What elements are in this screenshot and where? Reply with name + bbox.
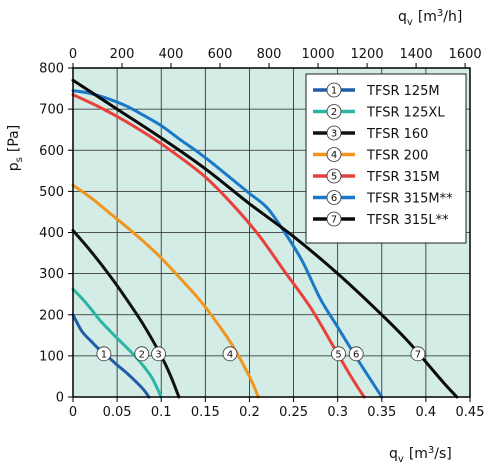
x-tick-label: 0.3	[327, 405, 348, 420]
x-axis-label: qv [m3/s]	[389, 445, 452, 465]
top-axis-label-unit: [m	[418, 9, 437, 25]
x-axis-label-unit-end: /s]	[434, 446, 451, 462]
curve-marker-label: 5	[335, 349, 341, 360]
y-axis-label-symbol: p	[6, 162, 22, 171]
curve-marker-label: 7	[415, 349, 421, 360]
top-axis-label-sub: v	[407, 17, 413, 28]
x-tick-label: 0.35	[367, 405, 396, 420]
y-axis-ticks: 0 100 200 300 400 500 600 700 800	[39, 62, 73, 406]
legend-marker-1	[326, 82, 342, 98]
legend-marker-label: 1	[331, 86, 337, 97]
legend-marker-label: 6	[331, 193, 337, 204]
x-tick-label: 0.45	[456, 405, 485, 420]
legend-marker-label: 7	[331, 215, 337, 226]
y-tick-label: 500	[39, 185, 64, 200]
top-axis-label-symbol: q	[398, 9, 407, 25]
legend-entry-label: TFSR 315M**	[366, 192, 453, 207]
top-tick-label: 1400	[400, 47, 433, 62]
x-axis-label-symbol: q	[389, 446, 398, 462]
curve-marker-7	[410, 346, 426, 362]
legend-entry-label: TFSR 125M	[366, 84, 440, 99]
curve-marker-label: 3	[155, 349, 161, 360]
legend-marker-label: 3	[331, 129, 337, 140]
legend-marker-3	[326, 125, 342, 141]
top-axis-ticks: 0 200 400 600 800 1000 1200 1400 1600	[69, 47, 482, 68]
x-tick-label: 0.2	[239, 405, 260, 420]
x-tick-label: 0.4	[416, 405, 437, 420]
curve-marker-3	[151, 346, 166, 362]
legend-marker-2	[326, 104, 342, 119]
legend-entry-label: TFSR 160	[366, 127, 428, 142]
y-tick-label: 400	[39, 226, 64, 241]
y-axis-label-unit: [Pa]	[6, 125, 22, 152]
curve-marker-label: 6	[353, 349, 359, 360]
curve-marker-2	[134, 346, 150, 362]
series-line-2	[71, 287, 163, 399]
curve-marker-4	[222, 346, 238, 362]
curve-marker-label: 2	[139, 349, 145, 360]
series-line-3	[71, 228, 181, 399]
x-tick-label: 0.15	[191, 405, 220, 420]
x-tick-label: 0.25	[279, 405, 308, 420]
y-tick-label: 700	[39, 103, 64, 118]
top-axis-label: qv [m3/h]	[398, 8, 462, 28]
curve-marker-label: 1	[101, 349, 107, 360]
legend: 1 TFSR 125M 2 TFSR 125XL 3 TFSR 160 4 TFSR 200 5…	[305, 73, 467, 244]
legend-marker-label: 2	[331, 107, 337, 118]
top-tick-label: 1200	[351, 47, 384, 62]
legend-entry-label: TFSR 315L**	[366, 213, 449, 228]
curve-marker-5	[331, 346, 346, 362]
legend-marker-7	[326, 211, 342, 227]
x-axis-label-unit: [m	[409, 446, 428, 462]
top-tick-label: 0	[69, 47, 77, 62]
y-tick-label: 300	[39, 267, 64, 282]
top-tick-label: 400	[159, 47, 184, 62]
legend-entry-label: TFSR 315M	[366, 170, 440, 185]
top-axis-label-unit-sup: 3	[437, 8, 443, 19]
legend-marker-5	[326, 168, 342, 184]
curve-marker-6	[348, 346, 364, 362]
top-tick-label: 200	[110, 47, 135, 62]
x-axis-label-unit-sup: 3	[428, 445, 434, 456]
top-tick-label: 600	[208, 47, 233, 62]
series-line-1	[71, 313, 151, 399]
x-axis-label-sub: v	[398, 454, 404, 465]
y-axis-label: ps [Pa]	[6, 125, 25, 171]
series-line-6	[71, 89, 384, 399]
curve-marker-label: 4	[227, 349, 233, 360]
x-tick-label: 0.1	[151, 405, 172, 420]
x-tick-label: 0.05	[103, 405, 132, 420]
legend-marker-4	[326, 147, 342, 162]
curve-marker-1	[96, 346, 112, 362]
y-tick-label: 100	[39, 349, 64, 364]
y-tick-label: 800	[39, 62, 64, 77]
top-tick-label: 1000	[302, 47, 335, 62]
y-tick-label: 600	[39, 144, 64, 159]
top-tick-label: 800	[257, 47, 282, 62]
y-tick-label: 0	[56, 391, 64, 406]
y-tick-label: 200	[39, 308, 64, 323]
series-line-7	[71, 78, 459, 399]
y-axis-label-sub: s	[14, 157, 25, 162]
legend-marker-6	[326, 190, 342, 205]
series-line-4	[71, 183, 260, 399]
legend-entry-label: TFSR 125XL	[366, 106, 445, 121]
top-axis-label-unit-end: /h]	[443, 9, 462, 25]
legend-marker-label: 4	[331, 150, 337, 161]
x-axis-ticks: 0 0.05 0.1 0.15 0.2 0.25 0.3 0.35 0.4 0.45	[69, 397, 485, 420]
legend-marker-label: 5	[331, 172, 337, 183]
x-tick-label: 0	[69, 405, 77, 420]
top-tick-label: 1600	[449, 47, 482, 62]
legend-entry-label: TFSR 200	[366, 149, 428, 164]
